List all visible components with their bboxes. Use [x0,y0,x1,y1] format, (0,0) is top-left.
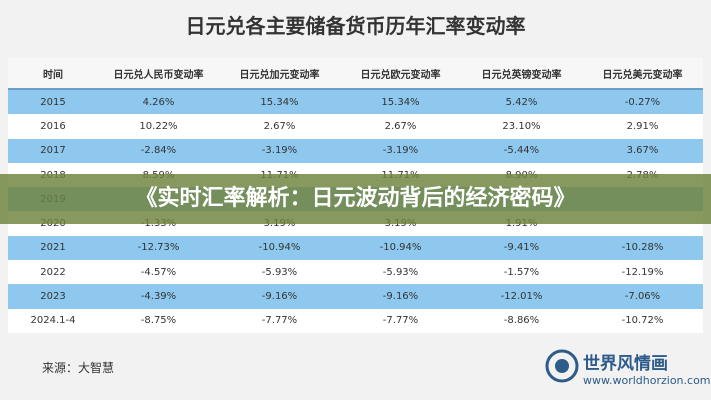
logo-icon [545,349,579,383]
table-cell: -12.19% [621,266,664,278]
table-cell: -10.72% [621,315,664,327]
table-cell: 2022 [40,266,66,278]
header-row: 时间 日元兑人民币变动率 日元兑加元变动率 日元兑欧元变动率 日元兑英镑变动率 日元兑美元… [8,58,703,90]
banner: 《实时汇率解析：日元波动背后的经济密码》 [0,174,711,224]
table-cell: 5.42% [505,96,538,108]
table-cell: 2017 [40,145,66,157]
table-cell: -3.19% [261,145,298,157]
header-cell: 日元兑加元变动率 [239,69,320,81]
table-cell: -9.16% [382,291,419,303]
table-row: 2021 -12.73% -10.94% -10.94% -9.41% -10.28% [8,235,703,261]
table-cell: 2.67% [263,120,296,132]
table-row: 2023 -4.39% -9.16% -9.16% -12.01% -7.06% [8,284,703,309]
table-cell: 2021 [40,242,66,254]
header-cell: 日元兑人民币变动率 [113,69,204,81]
table-cell: -7.77% [261,315,298,327]
logo-name: 世界风情画 [583,354,668,374]
table-cell: -9.41% [503,242,540,254]
table-cell: 4.26% [142,96,175,108]
table-cell: 2016 [40,120,66,132]
table-cell: -12.73% [137,242,180,254]
logo-url: www.worldhorzion.com [583,374,711,387]
table-cell: 10.22% [139,120,178,132]
table-cell: 2015 [40,96,66,108]
title: 日元兑各主要储备货币历年汇率变动率 [185,14,526,38]
table-cell: 2024.1-4 [30,315,76,327]
table-cell: -5.44% [503,145,540,157]
table-cell: -7.77% [382,315,419,327]
table-cell: -4.57% [140,266,177,278]
table-cell: -5.93% [261,266,298,278]
table-cell: 2023 [40,291,66,303]
table-cell: -8.86% [503,315,540,327]
table-row: 2022 -4.57% -5.93% -5.93% -1.57% -12.19% [8,260,703,285]
table-cell: 3.67% [626,145,659,157]
table-cell: -10.94% [379,242,422,254]
table-cell: -1.57% [503,266,540,278]
table-cell: 23.10% [502,120,541,132]
table-cell: -2.84% [140,145,177,157]
table-cell: -3.19% [382,145,419,157]
table-cell: -4.39% [140,291,177,303]
table-row: 2016 10.22% 2.67% 2.67% 23.10% 2.91% [8,114,703,139]
table-cell: 2.91% [626,120,659,132]
source: 来源：大智慧 [42,361,115,375]
header-cell: 日元兑美元变动率 [602,69,683,81]
table-cell: -10.94% [258,242,301,254]
table-row: 2015 4.26% 15.34% 15.34% 5.42% -0.27% [8,90,703,115]
header-cell: 日元兑英镑变动率 [481,69,562,81]
table-cell: -12.01% [500,291,543,303]
table-cell: 15.34% [381,96,420,108]
table-cell: 15.34% [260,96,299,108]
table-cell: -5.93% [382,266,419,278]
table-cell: -7.06% [624,291,661,303]
header-cell: 日元兑欧元变动率 [360,69,441,81]
table-cell: -0.27% [624,96,661,108]
table-cell: -8.75% [140,315,177,327]
table-row: 2017 -2.84% -3.19% -3.19% -5.44% 3.67% [8,138,703,163]
table-cell: -10.28% [621,242,664,254]
table-cell: 2.67% [384,120,417,132]
table-cell: -9.16% [261,291,298,303]
table-row: 2024.1-4 -8.75% -7.77% -7.77% -8.86% -10.72% [8,308,703,333]
header-cell: 时间 [43,69,63,81]
